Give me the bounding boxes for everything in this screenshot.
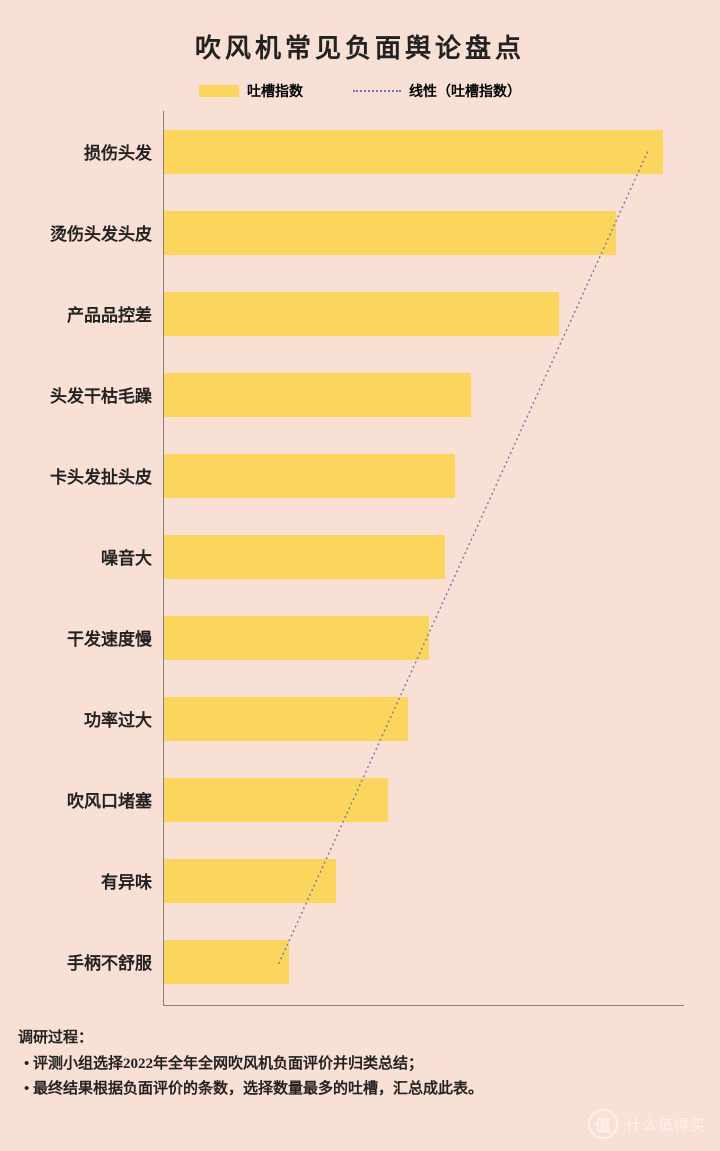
legend-trend: 线性（吐槽指数） (353, 81, 521, 101)
footer-notes: 调研过程： 评测小组选择2022年全年全网吹风机负面评价并归类总结；最终结果根据… (18, 1026, 702, 1103)
watermark-text: 什么值得买 (626, 1114, 706, 1135)
legend: 吐槽指数 线性（吐槽指数） (18, 81, 702, 101)
legend-swatch-icon (199, 85, 239, 97)
bar (164, 616, 429, 660)
footer-heading: 调研过程： (18, 1026, 702, 1052)
bar-row: 有异味 (164, 840, 684, 921)
watermark-badge-icon: 值 (588, 1109, 618, 1139)
bar-row: 吹风口堵塞 (164, 759, 684, 840)
footer-line: 最终结果根据负面评价的条数，选择数量最多的吐槽，汇总成此表。 (24, 1077, 702, 1103)
bar-row: 烫伤头发头皮 (164, 192, 684, 273)
bar (164, 292, 559, 336)
bar-row: 功率过大 (164, 678, 684, 759)
bar (164, 130, 663, 174)
plot: 损伤头发烫伤头发头皮产品品控差头发干枯毛躁卡头发扯头皮噪音大干发速度慢功率过大吹… (163, 111, 684, 1006)
bar-row: 头发干枯毛躁 (164, 354, 684, 435)
category-label: 烫伤头发头皮 (50, 220, 152, 245)
bar (164, 454, 455, 498)
legend-trend-label: 线性（吐槽指数） (409, 81, 521, 101)
legend-series-label: 吐槽指数 (247, 81, 303, 101)
chart-title: 吹风机常见负面舆论盘点 (18, 28, 702, 65)
category-label: 有异味 (101, 868, 152, 893)
legend-line-icon (353, 90, 401, 92)
category-label: 卡头发扯头皮 (50, 463, 152, 488)
category-label: 手柄不舒服 (67, 949, 152, 974)
bar (164, 535, 445, 579)
footer-list: 评测小组选择2022年全年全网吹风机负面评价并归类总结；最终结果根据负面评价的条… (18, 1052, 702, 1103)
bar-row: 噪音大 (164, 516, 684, 597)
page-root: 吹风机常见负面舆论盘点 吐槽指数 线性（吐槽指数） 损伤头发烫伤头发头皮产品品控… (0, 0, 720, 1151)
bar (164, 778, 388, 822)
category-label: 损伤头发 (84, 139, 152, 164)
category-label: 干发速度慢 (67, 625, 152, 650)
category-label: 头发干枯毛躁 (50, 382, 152, 407)
footer-line: 评测小组选择2022年全年全网吹风机负面评价并归类总结； (24, 1052, 702, 1078)
bar (164, 859, 336, 903)
bar (164, 697, 408, 741)
bar-row: 卡头发扯头皮 (164, 435, 684, 516)
plot-area: 损伤头发烫伤头发头皮产品品控差头发干枯毛躁卡头发扯头皮噪音大干发速度慢功率过大吹… (163, 111, 684, 1006)
legend-series: 吐槽指数 (199, 81, 303, 101)
category-label: 噪音大 (101, 544, 152, 569)
bar (164, 211, 616, 255)
category-label: 吹风口堵塞 (67, 787, 152, 812)
bar-row: 手柄不舒服 (164, 921, 684, 1002)
bar (164, 373, 471, 417)
category-label: 产品品控差 (67, 301, 152, 326)
bar-row: 干发速度慢 (164, 597, 684, 678)
bar-row: 损伤头发 (164, 111, 684, 192)
watermark: 值 什么值得买 (588, 1109, 706, 1139)
bar (164, 940, 289, 984)
category-label: 功率过大 (84, 706, 152, 731)
bar-row: 产品品控差 (164, 273, 684, 354)
